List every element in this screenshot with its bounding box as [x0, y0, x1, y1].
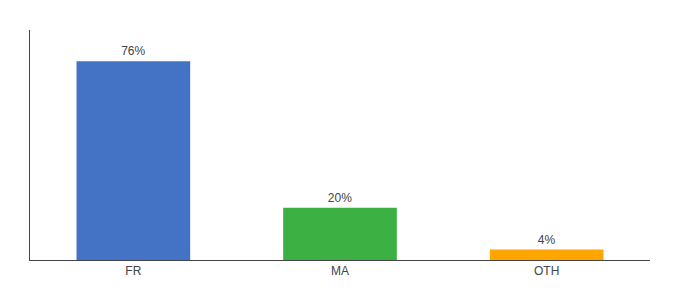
svg-text:FR: FR: [125, 264, 141, 278]
svg-text:20%: 20%: [328, 191, 352, 205]
svg-text:MA: MA: [331, 264, 349, 278]
svg-text:OTH: OTH: [534, 264, 559, 278]
svg-text:76%: 76%: [121, 44, 145, 58]
svg-text:4%: 4%: [538, 233, 556, 247]
